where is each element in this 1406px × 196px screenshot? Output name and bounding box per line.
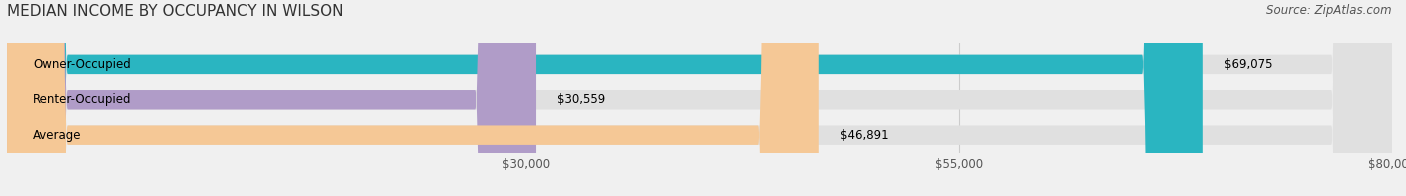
Text: Owner-Occupied: Owner-Occupied	[32, 58, 131, 71]
Text: Average: Average	[32, 129, 82, 142]
FancyBboxPatch shape	[7, 0, 818, 196]
Text: $69,075: $69,075	[1223, 58, 1272, 71]
Text: $46,891: $46,891	[839, 129, 889, 142]
FancyBboxPatch shape	[7, 0, 1202, 196]
FancyBboxPatch shape	[7, 0, 1392, 196]
Text: Source: ZipAtlas.com: Source: ZipAtlas.com	[1267, 4, 1392, 17]
Text: MEDIAN INCOME BY OCCUPANCY IN WILSON: MEDIAN INCOME BY OCCUPANCY IN WILSON	[7, 4, 343, 19]
FancyBboxPatch shape	[7, 0, 1392, 196]
Text: Renter-Occupied: Renter-Occupied	[32, 93, 132, 106]
FancyBboxPatch shape	[7, 0, 1392, 196]
Text: $30,559: $30,559	[557, 93, 605, 106]
FancyBboxPatch shape	[7, 0, 536, 196]
